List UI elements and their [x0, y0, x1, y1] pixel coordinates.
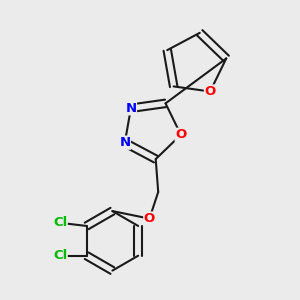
- Text: O: O: [205, 85, 216, 98]
- Text: Cl: Cl: [53, 216, 67, 229]
- Text: N: N: [125, 102, 136, 115]
- Text: Cl: Cl: [53, 249, 67, 262]
- Text: O: O: [144, 212, 155, 225]
- Text: N: N: [119, 136, 130, 149]
- Text: O: O: [175, 128, 187, 141]
